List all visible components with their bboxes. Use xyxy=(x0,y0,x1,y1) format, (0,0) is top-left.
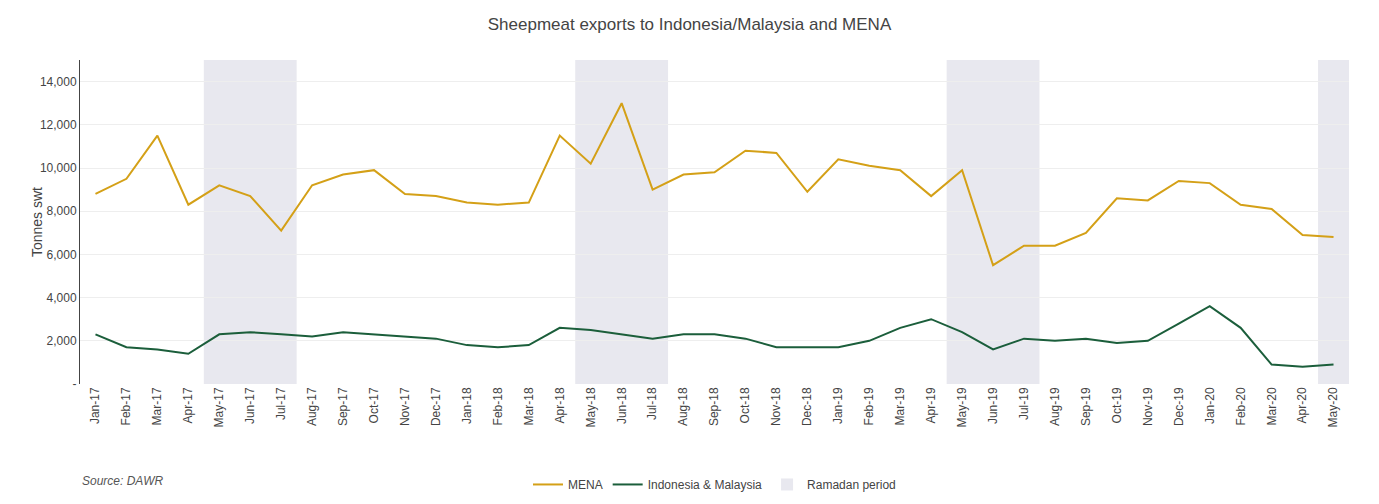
svg-text:May-20: May-20 xyxy=(1326,387,1340,427)
svg-text:Sep-19: Sep-19 xyxy=(1079,387,1093,426)
svg-text:Aug-19: Aug-19 xyxy=(1048,387,1062,426)
svg-text:2,000: 2,000 xyxy=(47,334,77,348)
svg-text:Apr-19: Apr-19 xyxy=(924,387,938,423)
svg-text:May-19: May-19 xyxy=(955,387,969,427)
svg-text:MENA: MENA xyxy=(568,478,603,492)
svg-text:May-17: May-17 xyxy=(212,387,226,427)
svg-text:Jul-19: Jul-19 xyxy=(1017,387,1031,420)
svg-text:Dec-18: Dec-18 xyxy=(800,387,814,426)
svg-text:Mar-19: Mar-19 xyxy=(893,387,907,425)
svg-text:Mar-17: Mar-17 xyxy=(150,387,164,425)
svg-text:Apr-17: Apr-17 xyxy=(181,387,195,423)
svg-text:Indonesia & Malaysia: Indonesia & Malaysia xyxy=(648,478,762,492)
svg-text:Tonnes swt: Tonnes swt xyxy=(29,187,45,257)
svg-text:Mar-18: Mar-18 xyxy=(522,387,536,425)
svg-text:4,000: 4,000 xyxy=(47,291,77,305)
svg-text:Nov-17: Nov-17 xyxy=(398,387,412,426)
svg-text:Apr-20: Apr-20 xyxy=(1295,387,1309,423)
svg-text:Jun-18: Jun-18 xyxy=(615,387,629,424)
svg-text:Jan-19: Jan-19 xyxy=(831,387,845,424)
svg-text:8,000: 8,000 xyxy=(47,204,77,218)
svg-text:Sep-17: Sep-17 xyxy=(336,387,350,426)
svg-text:Feb-19: Feb-19 xyxy=(862,387,876,425)
svg-text:Feb-17: Feb-17 xyxy=(119,387,133,425)
svg-text:Dec-19: Dec-19 xyxy=(1172,387,1186,426)
svg-text:Jun-19: Jun-19 xyxy=(986,387,1000,424)
svg-text:Nov-18: Nov-18 xyxy=(769,387,783,426)
svg-text:Oct-19: Oct-19 xyxy=(1110,387,1124,423)
svg-text:Mar-20: Mar-20 xyxy=(1265,387,1279,425)
svg-text:Feb-18: Feb-18 xyxy=(491,387,505,425)
svg-text:Sep-18: Sep-18 xyxy=(707,387,721,426)
svg-text:Feb-20: Feb-20 xyxy=(1234,387,1248,425)
svg-text:Jul-18: Jul-18 xyxy=(646,387,660,420)
svg-text:Aug-17: Aug-17 xyxy=(305,387,319,426)
svg-text:Jan-18: Jan-18 xyxy=(460,387,474,424)
svg-text:Nov-19: Nov-19 xyxy=(1141,387,1155,426)
svg-text:Jan-17: Jan-17 xyxy=(88,387,102,424)
svg-text:12,000: 12,000 xyxy=(40,118,77,132)
svg-text:Jan-20: Jan-20 xyxy=(1203,387,1217,424)
svg-text:Dec-17: Dec-17 xyxy=(429,387,443,426)
svg-text:14,000: 14,000 xyxy=(40,75,77,89)
svg-text:10,000: 10,000 xyxy=(40,161,77,175)
svg-text:Ramadan period: Ramadan period xyxy=(807,478,896,492)
svg-text:-: - xyxy=(73,377,77,391)
svg-text:Oct-17: Oct-17 xyxy=(367,387,381,423)
svg-text:Source: DAWR: Source: DAWR xyxy=(82,474,163,488)
svg-text:Aug-18: Aug-18 xyxy=(676,387,690,426)
svg-text:6,000: 6,000 xyxy=(47,248,77,262)
svg-text:Jul-17: Jul-17 xyxy=(274,387,288,420)
svg-text:Apr-18: Apr-18 xyxy=(553,387,567,423)
svg-text:Sheepmeat exports to Indonesia: Sheepmeat exports to Indonesia/Malaysia … xyxy=(488,15,892,34)
svg-text:May-18: May-18 xyxy=(584,387,598,427)
svg-text:Oct-18: Oct-18 xyxy=(738,387,752,423)
svg-text:Jun-17: Jun-17 xyxy=(243,387,257,424)
